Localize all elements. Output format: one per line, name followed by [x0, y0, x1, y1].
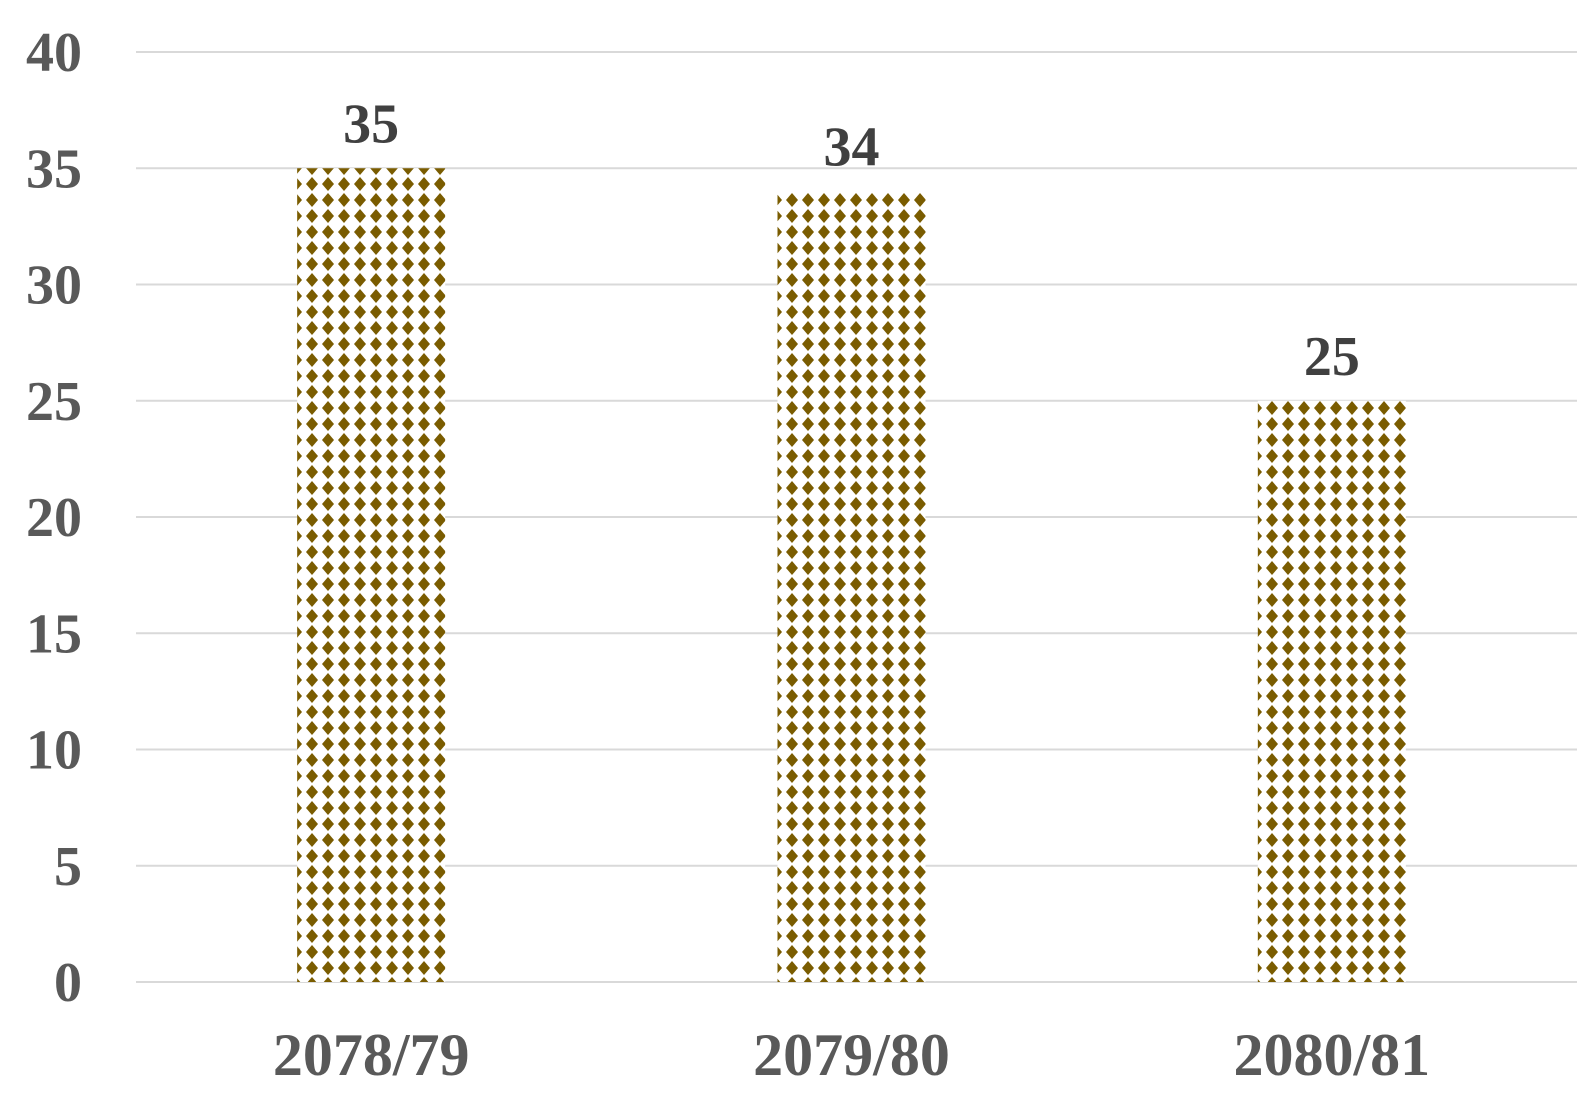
bars	[297, 168, 1406, 982]
x-tick-label-2078-79: 2078/79	[273, 1022, 470, 1088]
y-axis-tick-labels: 0 5 10 15 20 25 30 35 40	[26, 22, 82, 1014]
y-tick-label-10: 10	[26, 720, 82, 782]
x-axis-category-labels: 2078/79 2079/80 2080/81	[273, 1022, 1430, 1088]
data-label-2079-80: 34	[824, 117, 880, 179]
y-tick-label-20: 20	[26, 487, 82, 549]
y-tick-label-25: 25	[26, 371, 82, 433]
data-labels: 35 34 25	[343, 93, 1360, 388]
data-label-2078-79: 35	[343, 93, 399, 155]
y-tick-label-30: 30	[26, 255, 82, 317]
x-tick-label-2080-81: 2080/81	[1233, 1022, 1430, 1088]
bar-2079-80	[777, 191, 926, 982]
x-tick-label-2079-80: 2079/80	[753, 1022, 950, 1088]
y-tick-label-5: 5	[54, 836, 82, 898]
bar-2078-79	[297, 168, 446, 982]
y-tick-label-40: 40	[26, 22, 82, 84]
bar-2080-81	[1257, 400, 1406, 982]
y-tick-label-35: 35	[26, 138, 82, 200]
y-tick-label-0: 0	[54, 952, 82, 1014]
data-label-2080-81: 25	[1304, 326, 1360, 388]
y-tick-label-15: 15	[26, 603, 82, 665]
